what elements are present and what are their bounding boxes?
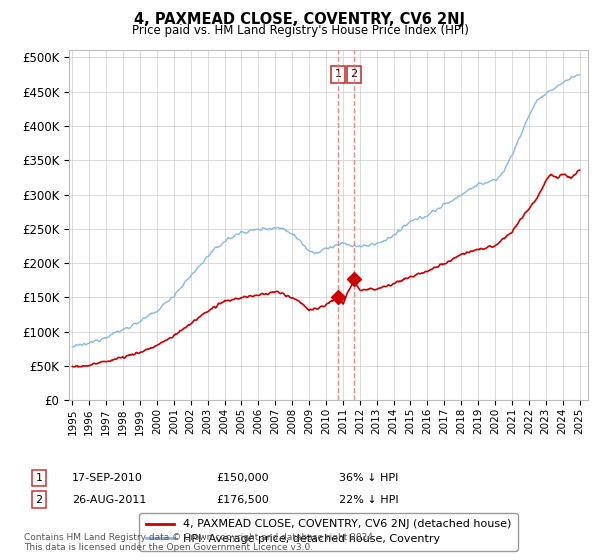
Text: 17-SEP-2010: 17-SEP-2010 <box>72 473 143 483</box>
Text: 22% ↓ HPI: 22% ↓ HPI <box>339 494 398 505</box>
Text: 1: 1 <box>35 473 43 483</box>
Text: Price paid vs. HM Land Registry's House Price Index (HPI): Price paid vs. HM Land Registry's House … <box>131 24 469 37</box>
Text: 26-AUG-2011: 26-AUG-2011 <box>72 494 146 505</box>
Text: 2: 2 <box>350 69 358 80</box>
Legend: 4, PAXMEAD CLOSE, COVENTRY, CV6 2NJ (detached house), HPI: Average price, detach: 4, PAXMEAD CLOSE, COVENTRY, CV6 2NJ (det… <box>139 513 518 550</box>
Text: £176,500: £176,500 <box>216 494 269 505</box>
Text: £150,000: £150,000 <box>216 473 269 483</box>
Text: 2: 2 <box>35 494 43 505</box>
Text: 36% ↓ HPI: 36% ↓ HPI <box>339 473 398 483</box>
Text: 1: 1 <box>334 69 341 80</box>
Text: Contains HM Land Registry data © Crown copyright and database right 2024.
This d: Contains HM Land Registry data © Crown c… <box>24 533 376 552</box>
Text: 4, PAXMEAD CLOSE, COVENTRY, CV6 2NJ: 4, PAXMEAD CLOSE, COVENTRY, CV6 2NJ <box>134 12 466 27</box>
